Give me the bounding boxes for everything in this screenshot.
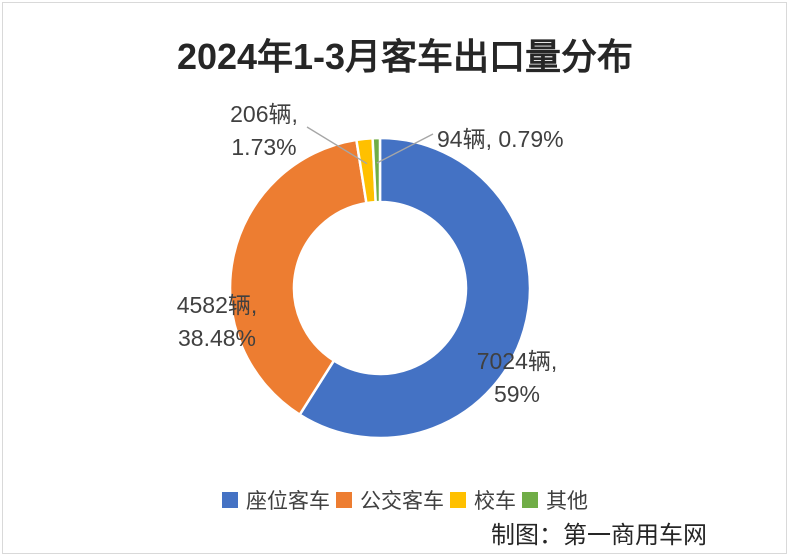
- donut-slice-other: [371, 136, 382, 204]
- legend-label-transit-bus: 公交客车: [360, 490, 444, 513]
- legend-label-other: 其他: [546, 490, 588, 513]
- legend-swatch-transit-bus: [336, 492, 352, 508]
- data-label-school-bus: 206辆, 1.73%: [230, 98, 298, 164]
- data-label-other-line1: 94辆, 0.79%: [437, 126, 564, 152]
- legend-swatch-other: [522, 492, 538, 508]
- data-label-other: 94辆, 0.79%: [437, 123, 564, 156]
- legend-item-seat-bus: 座位客车: [222, 485, 330, 515]
- data-label-transit-bus-line2: 38.48%: [177, 325, 256, 351]
- legend: 座位客车 公交客车 校车 其他: [219, 485, 591, 515]
- chart-title: 2024年1-3月客车出口量分布: [176, 36, 634, 77]
- legend-label-school-bus: 校车: [474, 490, 516, 513]
- credit-text: 制图：第一商用车网: [491, 522, 707, 549]
- data-label-seat-bus: 7024辆, 59%: [477, 345, 558, 411]
- legend-swatch-school-bus: [450, 492, 466, 508]
- data-label-seat-bus-line1: 7024辆,: [476, 348, 558, 374]
- legend-swatch-seat-bus: [222, 492, 238, 508]
- data-label-transit-bus-line1: 4582辆,: [176, 292, 258, 318]
- data-label-seat-bus-line2: 59%: [493, 381, 541, 407]
- legend-item-other: 其他: [522, 485, 588, 515]
- leader-line-other: [376, 133, 434, 164]
- data-label-school-bus-line2: 1.73%: [231, 134, 297, 160]
- donut-slice-transit-bus: [228, 138, 368, 416]
- data-label-transit-bus: 4582辆, 38.48%: [177, 289, 258, 355]
- legend-item-school-bus: 校车: [450, 485, 516, 515]
- legend-label-seat-bus: 座位客车: [246, 490, 330, 513]
- data-label-school-bus-line1: 206辆,: [230, 101, 298, 127]
- donut-slice-seat-bus: [298, 136, 532, 440]
- legend-item-transit-bus: 公交客车: [336, 485, 444, 515]
- leader-line-school-bus: [306, 126, 368, 165]
